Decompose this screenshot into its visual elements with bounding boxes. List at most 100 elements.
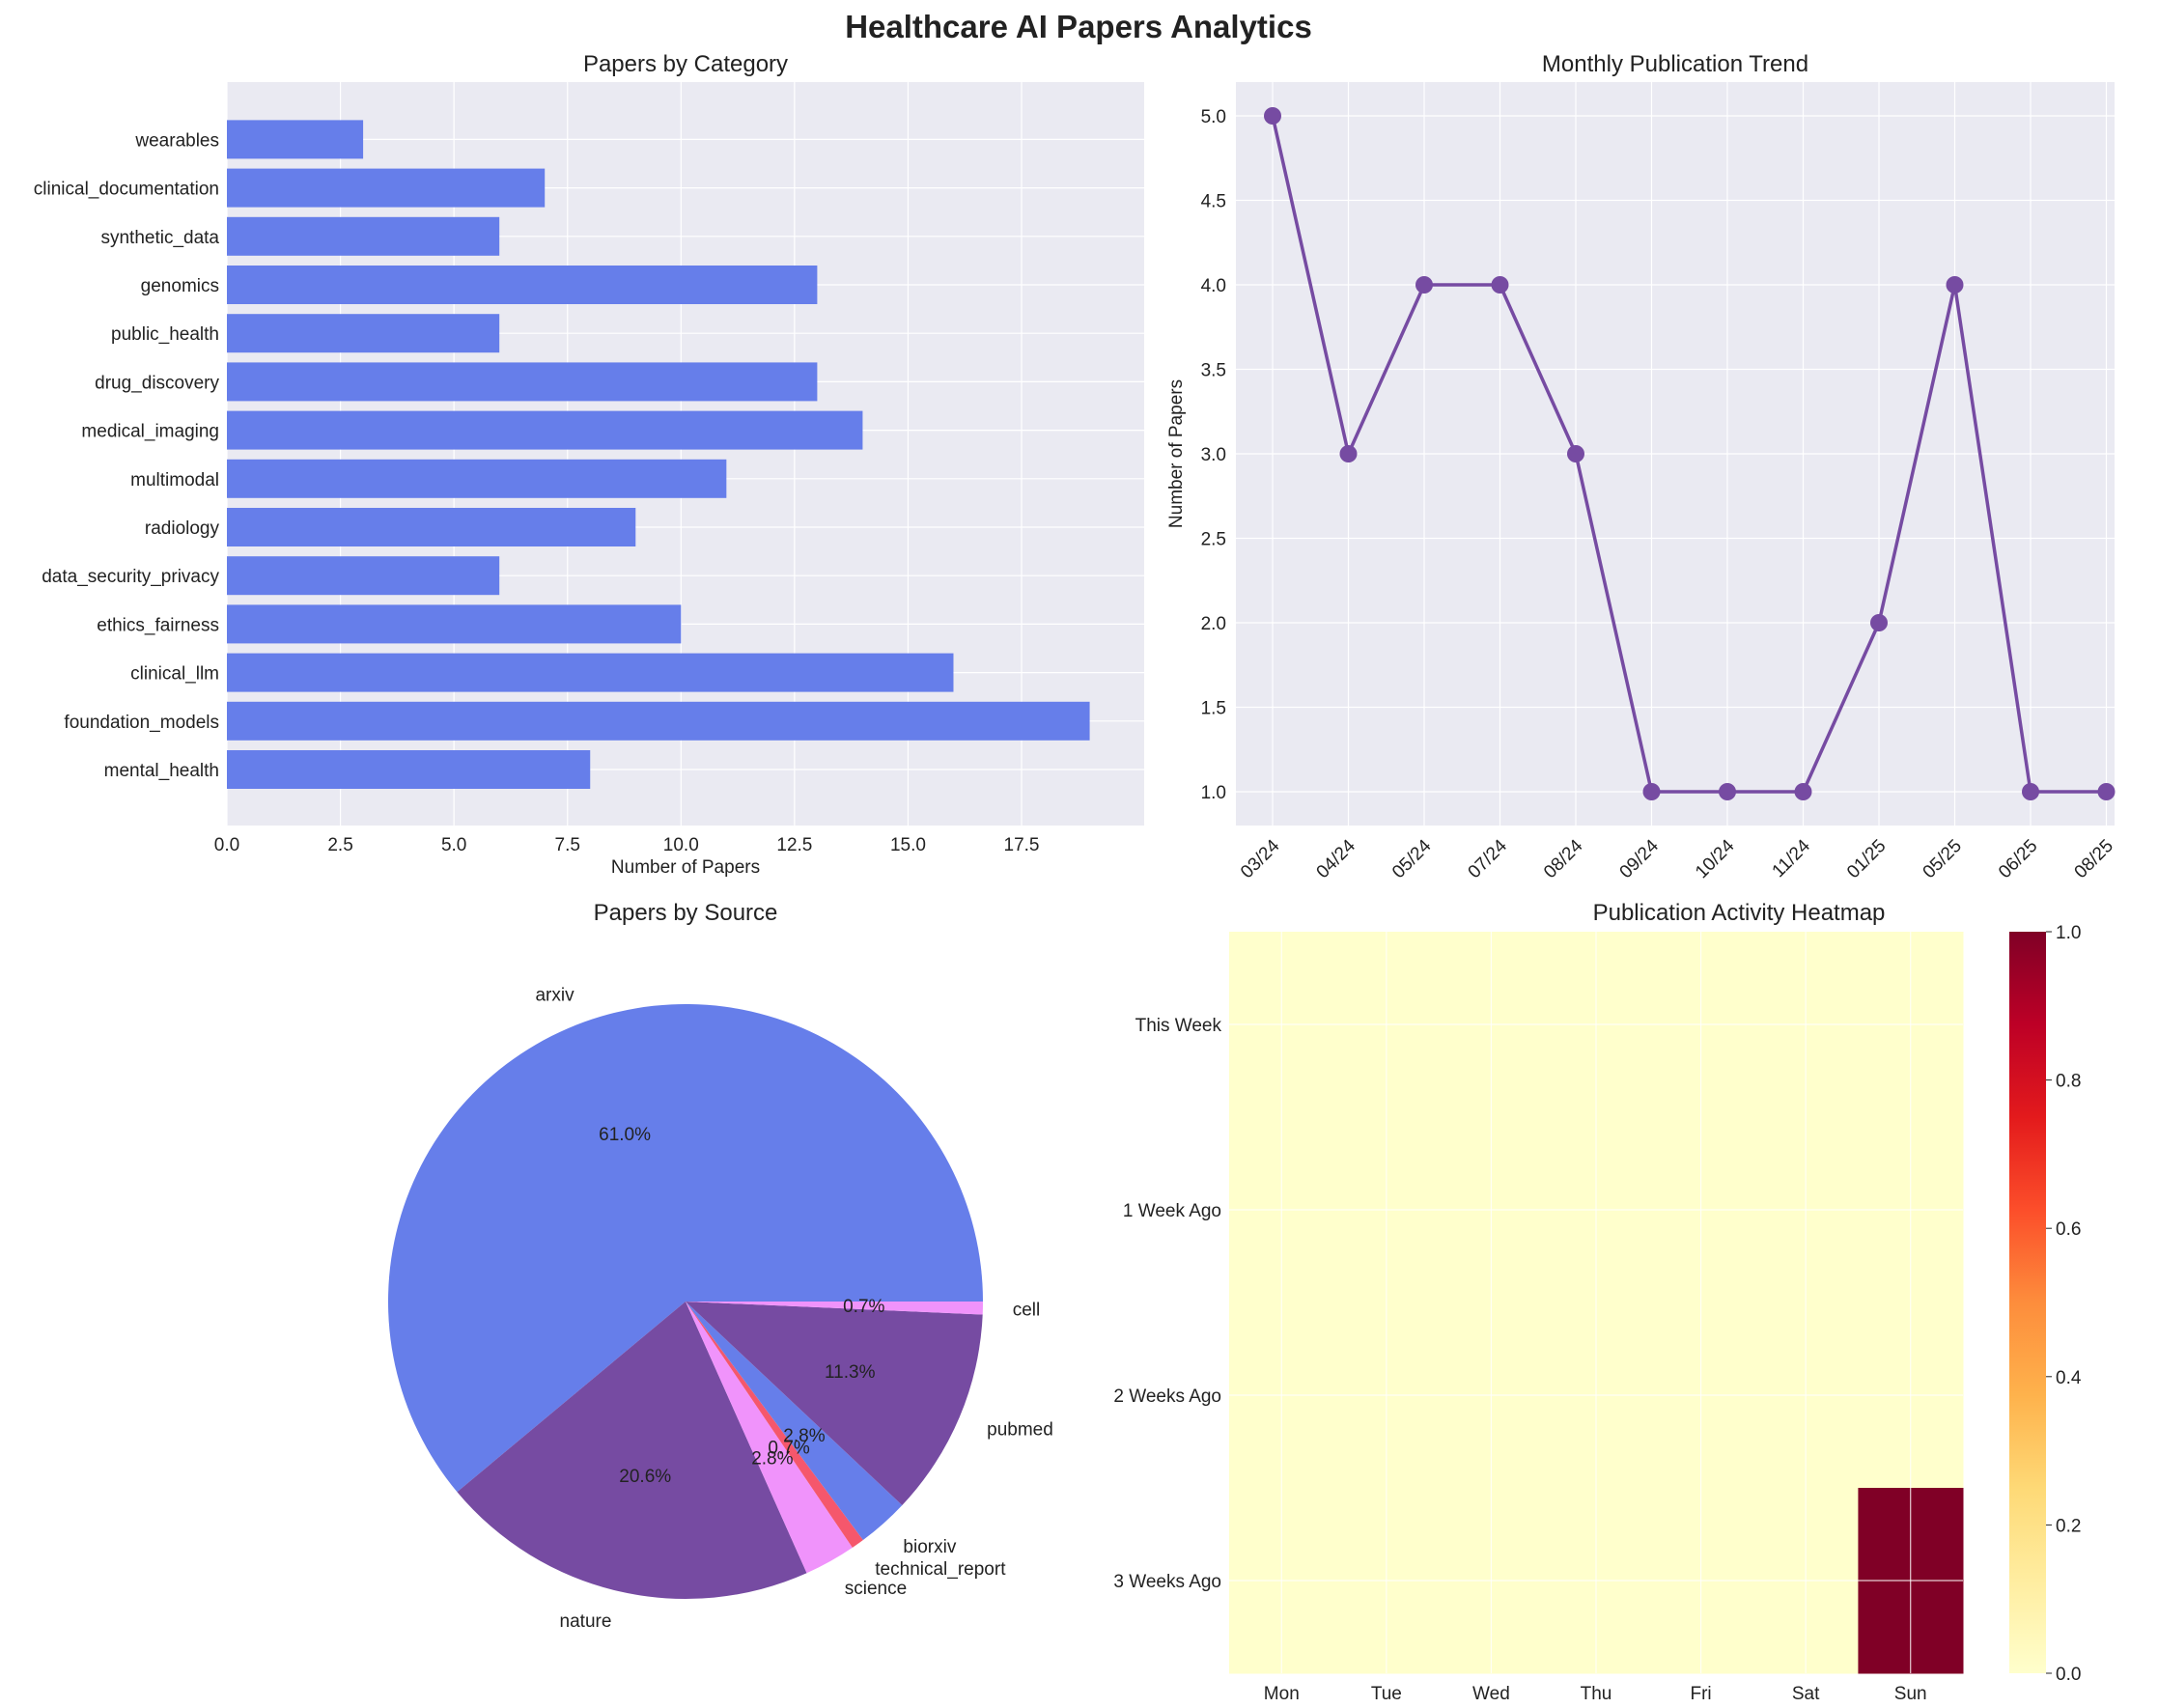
trend-y-tick-label: 4.5 xyxy=(1201,192,1226,212)
heatmap-chart-title: Publication Activity Heatmap xyxy=(1593,900,1886,926)
category-tick-label: drug_discovery xyxy=(95,373,219,393)
pie-slice-label: technical_report xyxy=(875,1559,1006,1580)
category-tick-label: clinical_llm xyxy=(130,664,219,685)
heatmap-x-tick-label: Sun xyxy=(1894,1684,1927,1704)
trend-x-tick-label: 07/24 xyxy=(1465,835,1512,882)
trend-point xyxy=(1946,276,1964,294)
trend-chart-title: Monthly Publication Trend xyxy=(1542,51,1808,77)
heatmap-y-tick-label: This Week xyxy=(1135,1016,1222,1036)
trend-x-tick-label: 05/24 xyxy=(1388,835,1436,882)
pie-slice xyxy=(686,1302,983,1506)
category-bar xyxy=(227,216,500,256)
trend-x-tick-label: 10/24 xyxy=(1692,835,1739,882)
category-tick-label: medical_imaging xyxy=(81,422,219,442)
trend-point xyxy=(1491,276,1509,294)
heatmap-x-tick-label: Fri xyxy=(1690,1684,1711,1704)
pie-slice xyxy=(457,1302,807,1599)
category-bar xyxy=(227,168,546,208)
category-x-tick-label: 0.0 xyxy=(214,835,239,855)
category-bar xyxy=(227,701,1090,741)
heatmap-x-tick-label: Sat xyxy=(1792,1684,1820,1704)
category-x-tick-labels: 0.0 2.5 5.0 7.5 10.0 12.5 15.0 17.5 xyxy=(214,835,1040,855)
trend-point xyxy=(1415,276,1433,294)
trend-x-tick-label: 05/25 xyxy=(1920,836,1966,882)
category-tick-label: clinical_documentation xyxy=(34,180,219,200)
category-tick-label: mental_health xyxy=(104,761,219,781)
trend-point xyxy=(1642,783,1661,800)
pie-percent-label: 20.6% xyxy=(619,1467,671,1487)
category-x-tick-label: 5.0 xyxy=(441,835,466,855)
heatmap-x-tick-label: Wed xyxy=(1472,1684,1510,1704)
pie-slice xyxy=(686,1302,863,1548)
category-tick-label: foundation_models xyxy=(64,713,219,733)
trend-point xyxy=(1339,445,1358,462)
trend-y-tick-label: 3.5 xyxy=(1201,361,1226,381)
trend-point xyxy=(1264,107,1281,125)
colorbar-tick-label: 0.2 xyxy=(2056,1516,2081,1536)
source-pie-labels: arxiv 61.0% nature 20.6% science 2.8% technica… xyxy=(535,985,1052,1632)
source-chart-title: Papers by Source xyxy=(594,900,778,926)
category-tick-label: data_security_privacy xyxy=(42,567,219,587)
trend-x-tick-label: 06/25 xyxy=(1995,836,2041,882)
category-bar xyxy=(227,120,364,159)
category-tick-label: public_health xyxy=(111,324,219,345)
colorbar-tick-label: 0.0 xyxy=(2056,1665,2081,1685)
colorbar-tick-label: 0.6 xyxy=(2056,1219,2081,1240)
category-bar xyxy=(227,314,500,353)
trend-x-tick-label: 01/25 xyxy=(1843,836,1890,882)
pie-slice xyxy=(686,1302,983,1315)
trend-x-tick-label: 08/24 xyxy=(1540,835,1587,882)
trend-point xyxy=(1567,445,1584,462)
heatmap-colorbar: 0.0 0.2 0.4 0.6 0.8 1.0 xyxy=(2009,923,2082,1685)
trend-y-tick-label: 5.0 xyxy=(1201,107,1226,127)
trend-series xyxy=(1264,107,2116,800)
pie-percent-label: 11.3% xyxy=(825,1362,876,1383)
category-tick-label: multimodal xyxy=(130,470,219,490)
category-chart-title: Papers by Category xyxy=(583,51,788,77)
pie-percent-label: 0.7% xyxy=(843,1297,884,1317)
category-tick-label: synthetic_data xyxy=(100,228,219,248)
pie-slice-label: biorxiv xyxy=(903,1537,956,1557)
trend-y-tick-labels: 1.0 1.5 2.0 2.5 3.0 3.5 4.0 4.5 5.0 xyxy=(1201,107,1226,803)
category-bar xyxy=(227,556,500,596)
trend-y-tick-label: 3.0 xyxy=(1201,445,1226,465)
trend-x-tick-label: 11/24 xyxy=(1769,835,1815,882)
activity-heatmap-panel: Mon Tue Wed Thu Fri Sat Sun This Week 1 Week Ago… xyxy=(1113,900,2081,1704)
category-bar xyxy=(227,266,818,304)
trend-x-tick-label: 09/24 xyxy=(1616,835,1664,882)
pie-slice-label: pubmed xyxy=(987,1420,1053,1441)
category-x-tick-label: 12.5 xyxy=(776,835,812,855)
trend-point xyxy=(2022,783,2039,800)
colorbar-tick-label: 0.4 xyxy=(2056,1368,2082,1388)
trend-x-tick-label: 08/25 xyxy=(2071,836,2117,882)
pie-slice-label: cell xyxy=(1013,1300,1041,1320)
trend-y-tick-label: 1.5 xyxy=(1201,699,1226,719)
heatmap-x-tick-label: Mon xyxy=(1264,1684,1300,1704)
category-bar xyxy=(227,410,863,450)
colorbar-tick-label: 1.0 xyxy=(2056,923,2081,943)
category-x-tick-label: 7.5 xyxy=(555,835,580,855)
category-x-tick-label: 10.0 xyxy=(663,835,699,855)
pie-slice xyxy=(387,1004,983,1493)
category-bar xyxy=(227,459,727,498)
pie-percent-label: 2.8% xyxy=(783,1426,825,1446)
category-bar xyxy=(227,750,591,789)
category-x-tick-label: 17.5 xyxy=(1004,835,1040,855)
heatmap-x-tick-label: Thu xyxy=(1581,1684,1612,1704)
trend-point xyxy=(1794,783,1812,800)
category-bar xyxy=(227,604,682,644)
category-tick-label: wearables xyxy=(134,130,219,151)
category-x-tick-label: 2.5 xyxy=(327,835,352,855)
trend-y-tick-label: 4.0 xyxy=(1201,276,1226,296)
category-bar xyxy=(227,653,954,692)
heatmap-gridlines xyxy=(1229,932,1963,1673)
trend-y-axis-label: Number of Papers xyxy=(1166,379,1187,528)
category-tick-label: radiology xyxy=(145,518,220,539)
trend-y-tick-label: 2.0 xyxy=(1201,614,1226,634)
category-tick-labels: mental_health foundation_models clinical_l… xyxy=(34,130,220,781)
pie-percent-label: 2.8% xyxy=(751,1448,793,1469)
category-tick-label: ethics_fairness xyxy=(97,615,219,635)
trend-point xyxy=(2097,783,2116,800)
